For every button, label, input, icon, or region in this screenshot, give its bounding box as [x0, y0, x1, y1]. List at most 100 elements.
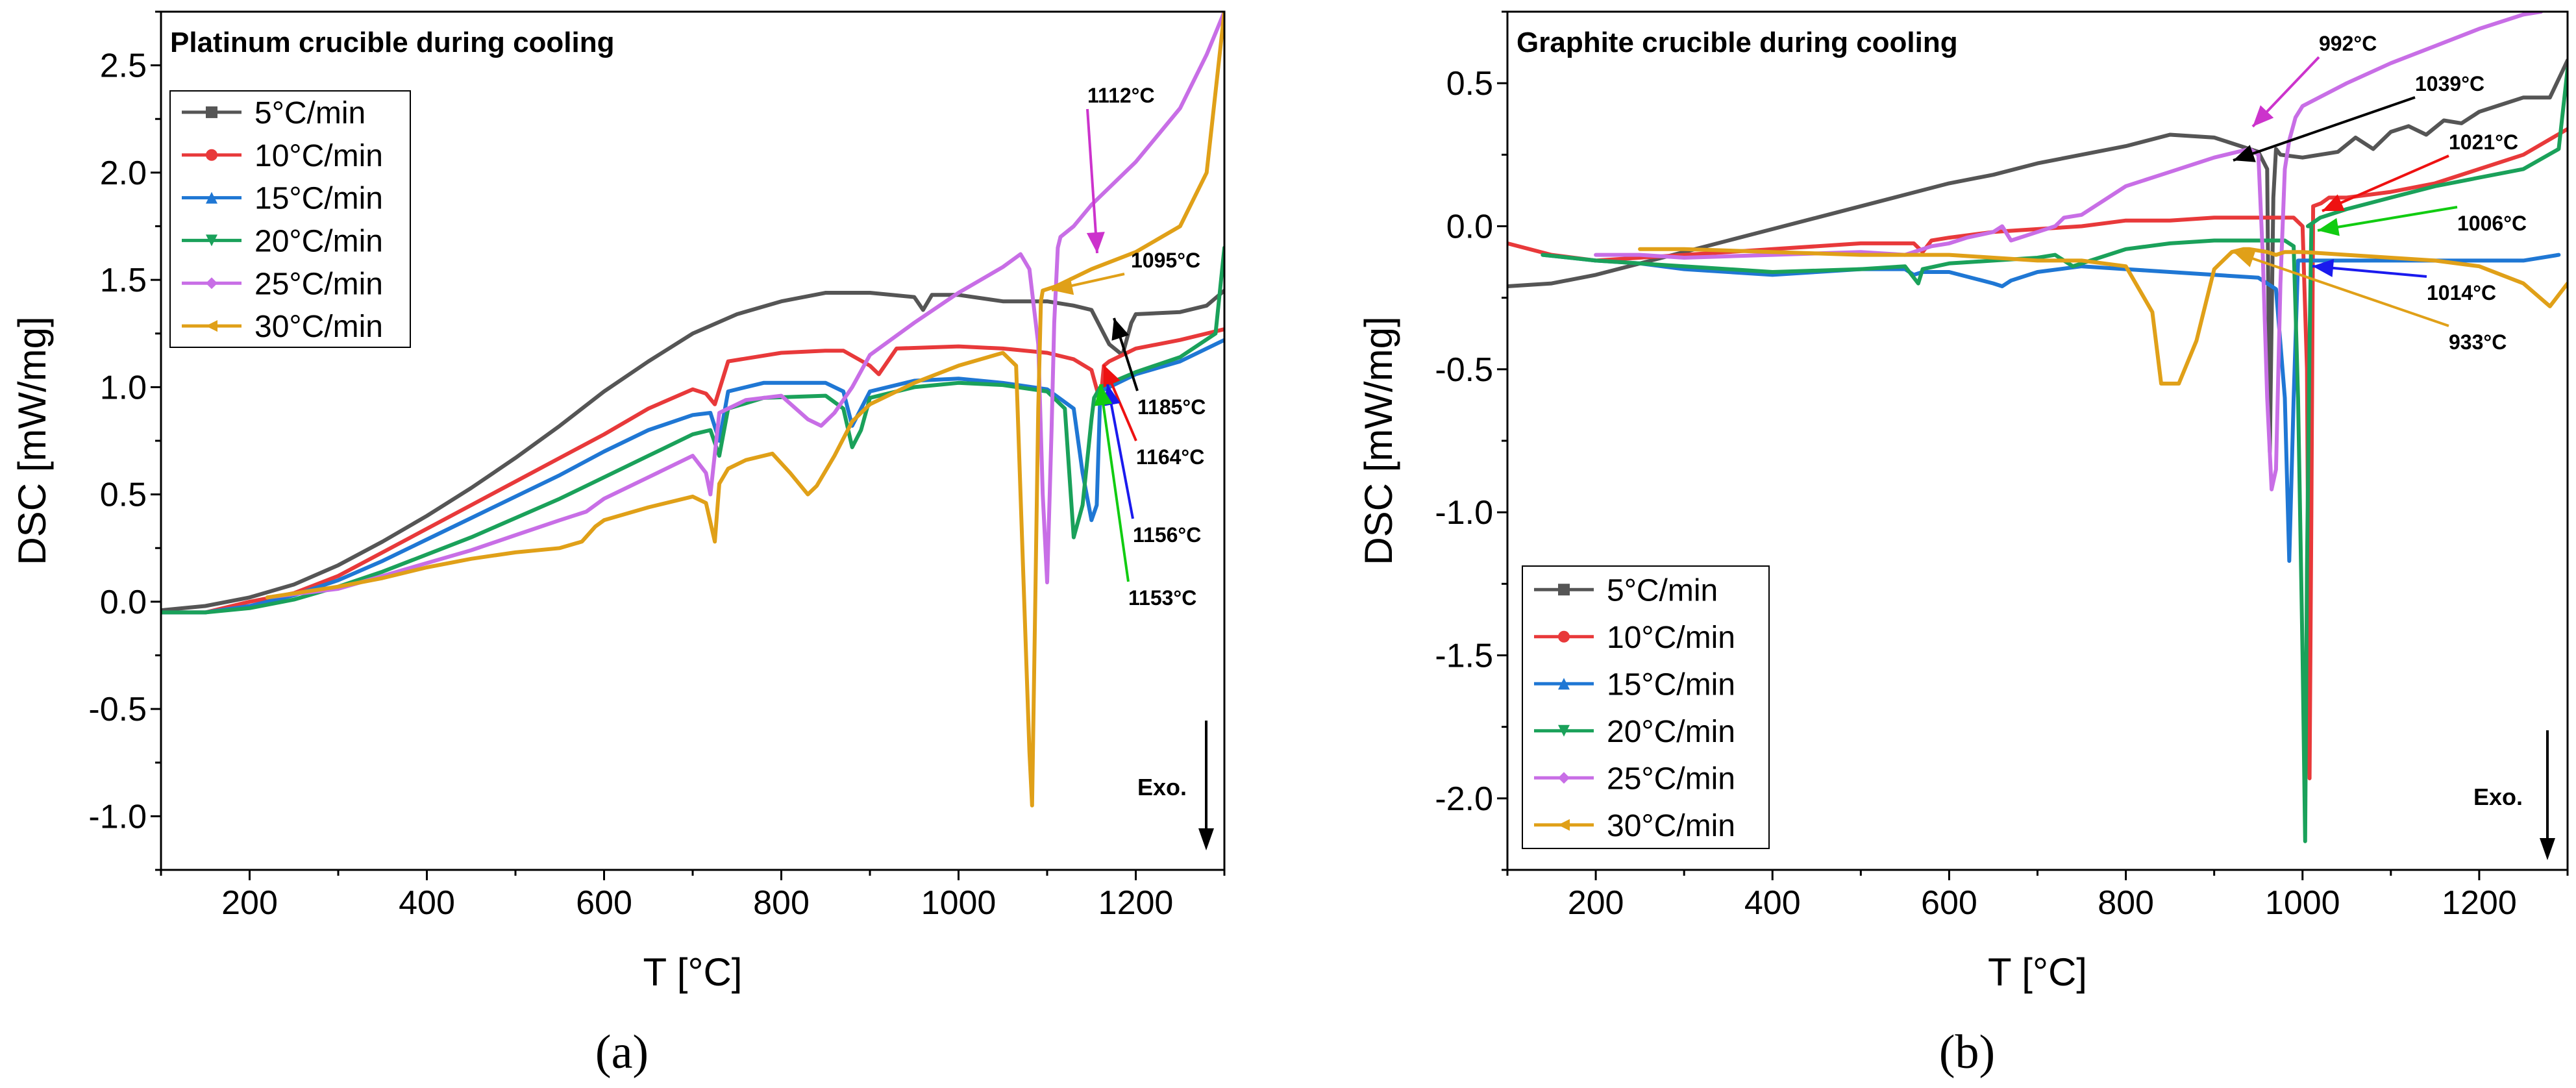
annotation-arrow-head	[1103, 365, 1121, 388]
series-line-2	[1541, 253, 2561, 563]
y-tick-label: 2.0	[100, 155, 147, 192]
x-tick-label: 800	[2098, 884, 2154, 922]
x-tick-label: 1000	[921, 884, 997, 922]
exo-arrow-head	[1198, 828, 1214, 850]
exo-label: Exo.	[2473, 784, 2523, 810]
y-tick-label: 0.0	[100, 584, 147, 621]
x-tick-label: 200	[1568, 884, 1624, 922]
annotation: 1095°C	[1051, 249, 1200, 295]
series-line-1	[1507, 127, 2568, 780]
y-tick-label: 0.0	[1446, 208, 1493, 246]
legend-marker	[1558, 819, 1570, 831]
legend-label: 30°C/min	[254, 310, 383, 344]
annotation-arrow-head	[1086, 232, 1105, 253]
y-tick-label: 1.5	[100, 262, 147, 299]
annotation-arrow-head	[1111, 318, 1130, 341]
annotation-arrow-head	[2312, 258, 2334, 277]
series-line-0	[161, 288, 1224, 613]
legend-marker	[1558, 584, 1570, 596]
annotation-label: 1112°C	[1087, 84, 1155, 107]
annotation-arrow-line	[2233, 251, 2449, 327]
y-tick-label: 2.5	[100, 47, 147, 85]
series-line-2	[161, 338, 1224, 615]
x-tick-label: 600	[576, 884, 632, 922]
annotation-arrow-head	[2233, 145, 2256, 162]
series-line-4	[265, 12, 1224, 600]
legend-marker	[206, 192, 217, 204]
annotation-label: 1153°C	[1128, 586, 1196, 610]
legend-item: 30°C/min	[1534, 809, 1735, 843]
annotation-arrow-line	[1099, 384, 1130, 582]
y-axis-label: DSC [mW/mg]	[10, 316, 54, 565]
annotation-arrow-head	[2253, 105, 2274, 127]
annotation: 1039°C	[2233, 72, 2484, 162]
x-tick-label: 200	[221, 884, 278, 922]
legend-label: 20°C/min	[254, 224, 383, 258]
chart-panel-1: 200 400 600 800 1000 1200 -2.0 -1.5 -1.0 -0.5 0.0 0…	[1357, 10, 2569, 1079]
x-tick-label: 1000	[2265, 884, 2340, 922]
legend-item: 15°C/min	[182, 182, 383, 216]
annotation-label: 1014°C	[2427, 281, 2496, 304]
legend-item: 5°C/min	[182, 96, 365, 130]
legend-item: 25°C/min	[1534, 761, 1735, 796]
legend-item: 10°C/min	[1534, 621, 1735, 655]
chart-panel-0: 200 400 600 800 1000 1200 -1.0 -0.5 0.0 0.5 1.0 1.5…	[10, 10, 1226, 1079]
annotation: 992°C	[2251, 32, 2377, 128]
legend-marker	[1558, 772, 1570, 784]
series-line-4	[1594, 12, 2544, 491]
panel-title: Graphite crucible during cooling	[1517, 27, 1958, 58]
exo-arrow-head	[2540, 838, 2555, 860]
panel-label: (a)	[595, 1026, 649, 1079]
y-tick-label: 0.5	[1446, 65, 1493, 103]
legend-label: 20°C/min	[1607, 715, 1735, 749]
x-tick-label: 800	[753, 884, 810, 922]
x-tick-label: 1200	[1098, 884, 1174, 922]
annotation-arrow-head	[2318, 217, 2340, 236]
y-tick-label: 1.0	[100, 369, 147, 406]
legend-label: 30°C/min	[1607, 809, 1735, 843]
legend: 5°C/min 10°C/min 15°C/min 20°C/min 25°C/min 3…	[169, 90, 411, 348]
annotation: 1021°C	[2322, 130, 2518, 212]
annotation: 1185°C	[1111, 317, 1206, 419]
y-tick-label: -1.0	[88, 798, 147, 835]
legend-marker	[206, 277, 217, 290]
series-group	[1507, 12, 2568, 843]
legend-item: 20°C/min	[1534, 715, 1735, 749]
legend-marker	[1558, 630, 1570, 643]
y-tick-label: -1.5	[1435, 637, 1493, 675]
panel-title: Platinum crucible during cooling	[170, 27, 615, 58]
y-tick-label: -1.0	[1435, 494, 1493, 532]
legend-box	[1522, 565, 1770, 849]
legend-item: 10°C/min	[182, 139, 383, 173]
legend-item: 25°C/min	[182, 267, 383, 301]
annotation-arrow-head	[2322, 194, 2345, 212]
annotation-label: 1185°C	[1137, 395, 1206, 419]
annotation-label: 1095°C	[1131, 249, 1200, 272]
y-tick-label: -2.0	[1435, 780, 1493, 818]
y-axis-label: DSC [mW/mg]	[1357, 316, 1400, 565]
legend-label: 5°C/min	[254, 96, 365, 130]
legend-item: 15°C/min	[1534, 667, 1735, 702]
annotation-label: 1006°C	[2457, 212, 2527, 235]
annotation-arrow-line	[2322, 155, 2449, 212]
legend-item: 30°C/min	[182, 310, 383, 344]
legend-label: 10°C/min	[254, 139, 383, 173]
x-tick-label: 600	[1921, 884, 1977, 922]
y-tick-label: -0.5	[1435, 351, 1493, 389]
legend-item: 5°C/min	[1534, 573, 1718, 608]
series-line-3	[161, 245, 1224, 615]
annotation: 1156°C	[1102, 384, 1201, 547]
annotation-arrow-line	[1106, 384, 1134, 519]
legend-label: 15°C/min	[1607, 667, 1735, 702]
annotation-label: 1021°C	[2449, 130, 2518, 154]
annotation-label: 1039°C	[2415, 72, 2484, 95]
annotation-arrow-head	[2233, 250, 2256, 267]
exo-label: Exo.	[1137, 774, 1187, 800]
annotation: 1112°C	[1086, 84, 1155, 254]
annotation: 933°C	[2233, 250, 2507, 354]
annotation-arrow-line	[2233, 96, 2416, 162]
annotation-label: 933°C	[2449, 330, 2507, 354]
legend-label: 5°C/min	[1607, 573, 1718, 608]
series-line-0	[1507, 58, 2568, 454]
